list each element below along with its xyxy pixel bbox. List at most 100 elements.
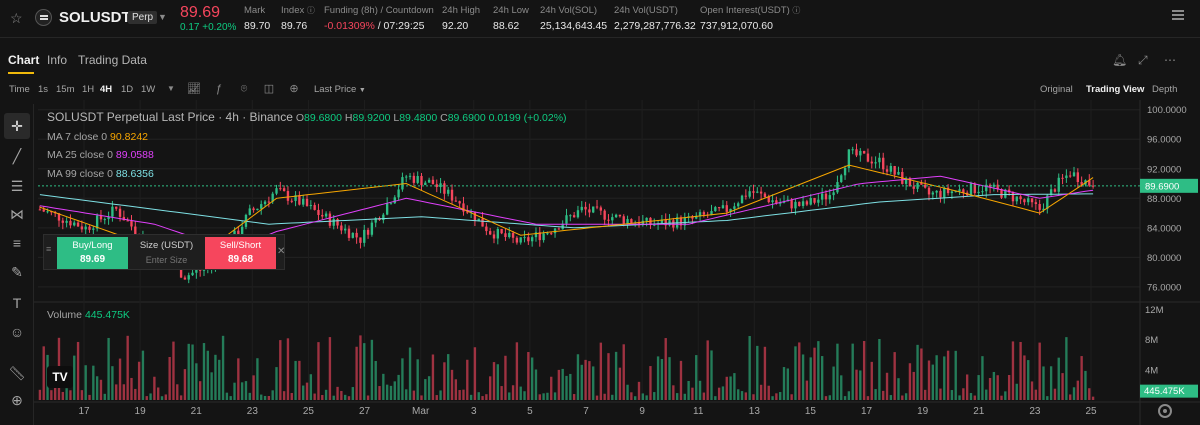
horizontal-lines-icon[interactable]: ☰ (10, 178, 24, 194)
time-label[interactable]: Time (9, 84, 30, 95)
volume-bar (889, 395, 893, 400)
ruler-icon[interactable]: 📏︎ (8, 365, 26, 381)
crosshair-icon[interactable]: ✛ (4, 113, 30, 139)
symbol-dropdown-icon[interactable]: ▼ (158, 12, 167, 22)
fib-icon[interactable]: ≡ (12, 235, 22, 251)
interval-1h[interactable]: 1H (82, 84, 95, 95)
volume-bar (603, 393, 606, 400)
view-original[interactable]: Original (1040, 84, 1073, 95)
tab-info[interactable]: Info (47, 53, 68, 67)
volume-bar (695, 355, 698, 400)
volume-bar (595, 395, 599, 400)
candle-body (50, 211, 53, 213)
favorite-star-icon[interactable]: ☆ (10, 10, 23, 26)
candle-body (683, 217, 686, 226)
stat-index: Index ⓘ 89.76 (281, 5, 315, 32)
interval-4h[interactable]: 4H (100, 84, 113, 95)
interval-dropdown-icon[interactable]: ▼ (167, 84, 175, 93)
volume-bar (1015, 383, 1018, 400)
candle-body (530, 237, 534, 242)
buy-price: 89.69 (79, 254, 106, 265)
zoom-icon[interactable]: ⊕ (11, 392, 23, 408)
view-depth[interactable]: Depth (1152, 84, 1178, 95)
bell-icon[interactable]: 🔔︎ (1112, 53, 1128, 67)
candle-body (553, 228, 557, 234)
time-tick-label: 5 (527, 406, 533, 417)
menu-icon[interactable] (1172, 10, 1184, 20)
candle-body (733, 206, 736, 209)
volume-bar (172, 341, 175, 400)
stat-label[interactable]: Open Interest(USDT) ⓘ (700, 5, 801, 16)
candle-body (859, 150, 862, 156)
candle-body (996, 184, 999, 190)
tab-chart[interactable]: Chart (8, 53, 40, 67)
volume-bar (73, 355, 76, 400)
add-icon[interactable]: ⊕ (289, 83, 299, 95)
candle-body (813, 198, 816, 203)
drag-handle-icon[interactable]: ≡ (46, 244, 52, 254)
volume-bar (637, 381, 641, 400)
stat-value: 88.62 (493, 20, 520, 32)
candle-body (565, 215, 568, 224)
time-tick-label: 13 (749, 406, 761, 417)
volume-bar (69, 390, 72, 400)
pattern-icon[interactable]: ⋈ (10, 206, 24, 222)
size-input[interactable] (132, 254, 201, 266)
volume-bar (931, 364, 935, 400)
volume-bar (229, 396, 232, 400)
more-icon[interactable]: ⋯ (1164, 53, 1176, 67)
candle-body (1076, 172, 1080, 183)
text-tool-icon[interactable]: T (12, 295, 22, 311)
candle-body (592, 206, 595, 213)
volume-bar (351, 387, 354, 400)
expand-icon[interactable]: ⤢ (1138, 53, 1148, 67)
volume-bar (53, 376, 57, 400)
volume-bar (611, 394, 614, 400)
volume-bar (618, 367, 622, 400)
volume-bar (836, 343, 839, 400)
symbol-name[interactable]: SOLUSDT (59, 9, 131, 26)
info-icon[interactable]: ⓘ (306, 6, 315, 15)
legend-ma99: MA 99 close 0 88.6356 (47, 168, 154, 180)
volume-bar (530, 357, 534, 400)
camera-icon[interactable]: ⌾ (240, 83, 248, 95)
volume-bar (290, 392, 293, 400)
candle-body (550, 233, 553, 235)
indicators-icon[interactable]: ƒ (215, 83, 223, 95)
stat-label[interactable]: Funding (8h) / Countdown (324, 5, 434, 16)
buy-long-button[interactable]: Buy/Long 89.69 (57, 237, 128, 269)
interval-1w[interactable]: 1W (141, 84, 156, 95)
sell-short-button[interactable]: Sell/Short 89.68 (205, 237, 276, 269)
price-type-select[interactable]: Last Price ▼ (314, 84, 366, 95)
volume-bar (824, 396, 828, 400)
volume-bar (1088, 388, 1091, 400)
volume-bar (1023, 355, 1026, 400)
brush-icon[interactable]: ✎ (11, 264, 23, 280)
interval-1s[interactable]: 1s (38, 84, 49, 95)
candle-body (1061, 177, 1064, 179)
stat-label[interactable]: Index ⓘ (281, 5, 315, 16)
volume-bar (969, 393, 973, 400)
candle-body (488, 231, 492, 235)
volume-bar (679, 360, 683, 400)
close-icon[interactable]: ✕ (277, 246, 286, 257)
interval-15m[interactable]: 15m (56, 84, 75, 95)
candle-body (183, 277, 187, 280)
emoji-icon[interactable]: ☺ (9, 324, 25, 340)
volume-bar (515, 342, 519, 400)
volume-bar (660, 359, 664, 400)
volume-bar (870, 361, 873, 400)
candle-body (179, 266, 183, 278)
settings-icon[interactable] (1158, 404, 1172, 418)
chart-type-icon[interactable]: 📈︎ (187, 83, 201, 95)
stat-label[interactable]: Mark (244, 5, 266, 16)
stat-value: 2,279,287,776.32 (614, 20, 696, 32)
volume-bar (321, 395, 324, 400)
volume-bar (1065, 337, 1068, 400)
info-icon[interactable]: ⓘ (792, 6, 801, 15)
view-trading-view[interactable]: Trading View (1086, 84, 1145, 95)
interval-1d[interactable]: 1D (121, 84, 134, 95)
trend-line-icon[interactable]: ╱ (12, 148, 22, 164)
tab-trading-data[interactable]: Trading Data (78, 53, 147, 67)
layout-icon[interactable]: ◫ (263, 83, 275, 95)
